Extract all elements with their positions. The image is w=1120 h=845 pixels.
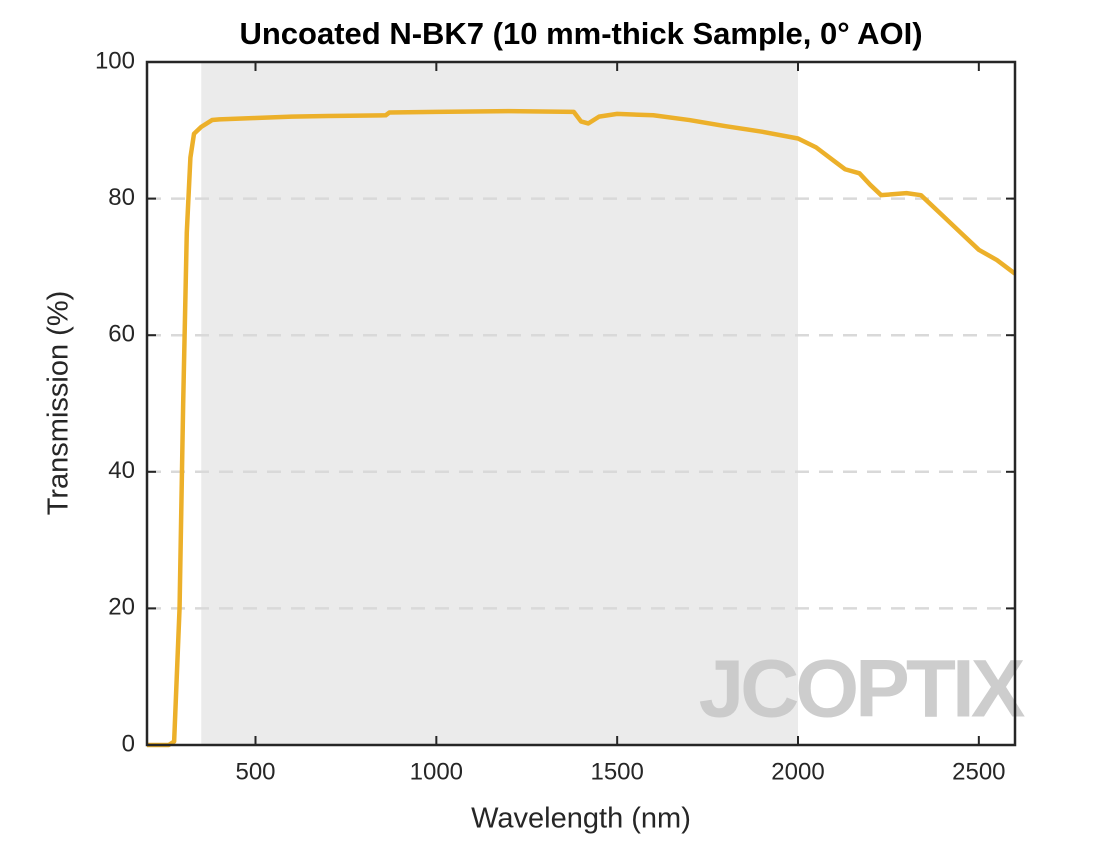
x-tick-label: 500 (235, 758, 275, 785)
data-line (147, 108, 1017, 748)
x-tick-label: 2500 (952, 758, 1005, 785)
x-tick-label: 1500 (590, 758, 643, 785)
shaded-region (201, 62, 798, 745)
x-axis-label: Wavelength (nm) (471, 803, 691, 835)
y-tick-label: 40 (108, 457, 135, 484)
x-tick-label: 1000 (410, 758, 463, 785)
y-tick-label: 100 (95, 47, 135, 74)
chart-title: Uncoated N-BK7 (10 mm-thick Sample, 0° A… (239, 16, 922, 51)
y-tick-label: 60 (108, 321, 135, 348)
y-tick-label: 80 (108, 184, 135, 211)
y-axis-label: Transmission (%) (43, 291, 75, 516)
x-tick-label: 2000 (771, 758, 824, 785)
watermark: JCOPTIX (699, 644, 1025, 735)
y-tick-label: 20 (108, 594, 135, 621)
y-tick-label: 0 (122, 730, 135, 757)
plot-frame (145, 60, 1017, 747)
